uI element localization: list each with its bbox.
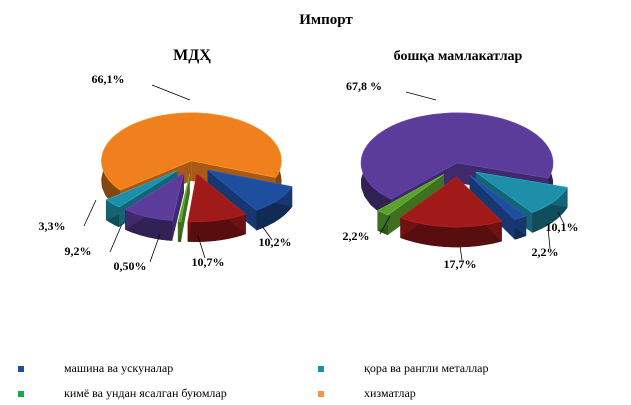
legend-item-services: хизматлар — [318, 386, 416, 401]
pie-slice-wall — [106, 170, 178, 220]
pie-slice-top — [399, 176, 503, 228]
legend-item-chemicals: кимё ва ундан ясалган буюмлар — [18, 386, 227, 401]
leader-line — [149, 233, 161, 263]
leader-line — [151, 84, 191, 101]
pie-slice — [124, 172, 185, 241]
right-pie: 67,8 % 10,1% 2,2% 17,7% 2,2% — [343, 79, 579, 271]
data-label: 0,50% — [114, 259, 147, 273]
pie-slice-top — [475, 171, 568, 213]
data-label: 9,2% — [65, 244, 92, 258]
data-label: 3,3% — [39, 219, 66, 233]
leader-line — [83, 199, 97, 227]
left-pie: 66,1% 10,2% 10,7% 0,50% 9,2% 3,3% — [39, 72, 293, 273]
legend: машина ва ускуналар қора ва рангли метал… — [0, 356, 631, 405]
data-label: 17,7% — [444, 257, 477, 271]
legend-label: хизматлар — [364, 386, 416, 400]
chart-canvas: Импорт МДҲ бошқа мамлакатлар 66,1% 10,2% 1… — [39, 12, 579, 273]
legend-swatch — [18, 365, 24, 372]
pie-slice-top — [469, 175, 527, 220]
data-label: 10,7% — [192, 255, 225, 269]
pie-slice-top — [101, 112, 282, 191]
pie-slice-wall — [377, 174, 444, 231]
legend-swatch — [318, 390, 324, 397]
data-label: 67,8 % — [346, 79, 382, 93]
data-label: 10,1% — [546, 220, 579, 234]
pie-slice-top — [124, 172, 185, 221]
leader-line — [557, 211, 565, 225]
pie-slice-top — [105, 170, 178, 208]
data-label: 2,2% — [343, 229, 370, 243]
legend-label: кимё ва ундан ясалган буюмлар — [64, 386, 227, 400]
pie-slice-top — [187, 173, 247, 223]
pie-slice — [177, 173, 191, 242]
leader-line — [379, 215, 391, 235]
legend-item-metals: қора ва рангли металлар — [318, 361, 489, 376]
leader-line — [197, 235, 206, 259]
legend-label: машина ва ускуналар — [64, 361, 174, 375]
legend-item-machinery: машина ва ускуналар — [18, 361, 173, 376]
pie-slice-top — [377, 174, 445, 216]
leader-line — [405, 91, 437, 101]
pie-slice-top — [360, 112, 554, 200]
pie-slice-wall — [469, 175, 515, 240]
legend-swatch — [18, 390, 24, 397]
chart-title: Импорт — [299, 12, 353, 28]
leader-line — [261, 225, 273, 241]
right-chart-title: бошқа мамлакатлар — [394, 49, 523, 64]
legend-label: қора ва рангли металлар — [364, 361, 489, 375]
leader-line — [547, 227, 551, 249]
data-label: 2,2% — [532, 245, 559, 259]
pie-slice — [469, 175, 527, 240]
pie-slice — [399, 176, 503, 248]
data-label: 66,1% — [92, 72, 125, 86]
data-label: 10,2% — [259, 235, 292, 249]
pie-slice-top — [207, 169, 293, 211]
pie-slice — [187, 173, 247, 242]
left-chart-title: МДҲ — [173, 47, 211, 64]
leader-line — [109, 223, 123, 253]
leader-line — [459, 245, 463, 261]
legend-swatch — [318, 365, 324, 372]
pie-slice-top — [177, 173, 191, 223]
